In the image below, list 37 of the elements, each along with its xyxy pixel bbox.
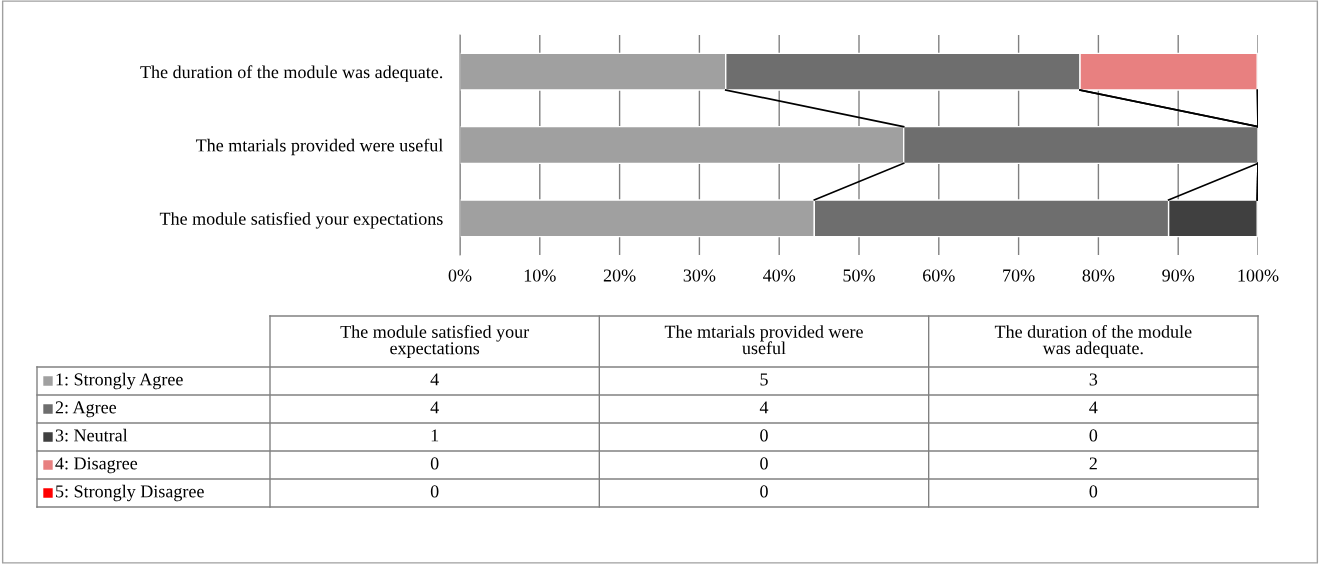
category-label: The mtarials provided were useful [664, 325, 863, 355]
legend-label: 3: Neutral [55, 428, 128, 442]
text: 0 [1089, 429, 1098, 442]
category-label: The module satisfied your expectations [340, 325, 530, 358]
x-tick-label: 30% [683, 269, 716, 282]
text: 4 [1089, 401, 1098, 414]
legend-label: 2: Agree [55, 401, 117, 418]
text: 4 [430, 401, 439, 414]
y-tick-label: The duration of the module was adequate. [140, 65, 443, 82]
x-tick-label: 50% [843, 269, 875, 282]
x-tick-label: 80% [1082, 269, 1115, 282]
x-tick-label: 0% [448, 269, 472, 282]
text: 2 [1089, 457, 1097, 470]
text: 4 [759, 401, 769, 414]
x-tick-label: 70% [1003, 269, 1035, 282]
x-tick-label: 90% [1162, 269, 1195, 282]
x-tick-label: 40% [763, 269, 796, 282]
x-tick-label: 60% [923, 269, 955, 282]
text: 0 [760, 429, 768, 442]
y-tick-label: The module satisfied your expectations [159, 211, 443, 229]
y-tick-label: The mtarials provided were useful [195, 138, 443, 156]
text: 5 [760, 373, 768, 386]
text: 0 [760, 485, 768, 498]
text: 0 [430, 457, 439, 470]
text: 0 [760, 457, 768, 470]
text: 3 [1089, 373, 1098, 386]
legend-label: 1: Strongly Agree [56, 372, 183, 390]
legend-label: 5: Strongly Disagree [56, 484, 204, 502]
x-tick-label: 20% [603, 269, 636, 282]
text: 4 [430, 373, 439, 386]
text: 0 [1089, 485, 1098, 498]
legend-label: 4: Disagree [55, 457, 138, 474]
text: 1 [431, 429, 439, 442]
x-tick-label: 100% [1238, 269, 1279, 282]
text: 0 [430, 485, 439, 498]
category-label: The duration of the module was adequate. [994, 324, 1192, 358]
x-tick-label: 10% [524, 269, 556, 282]
